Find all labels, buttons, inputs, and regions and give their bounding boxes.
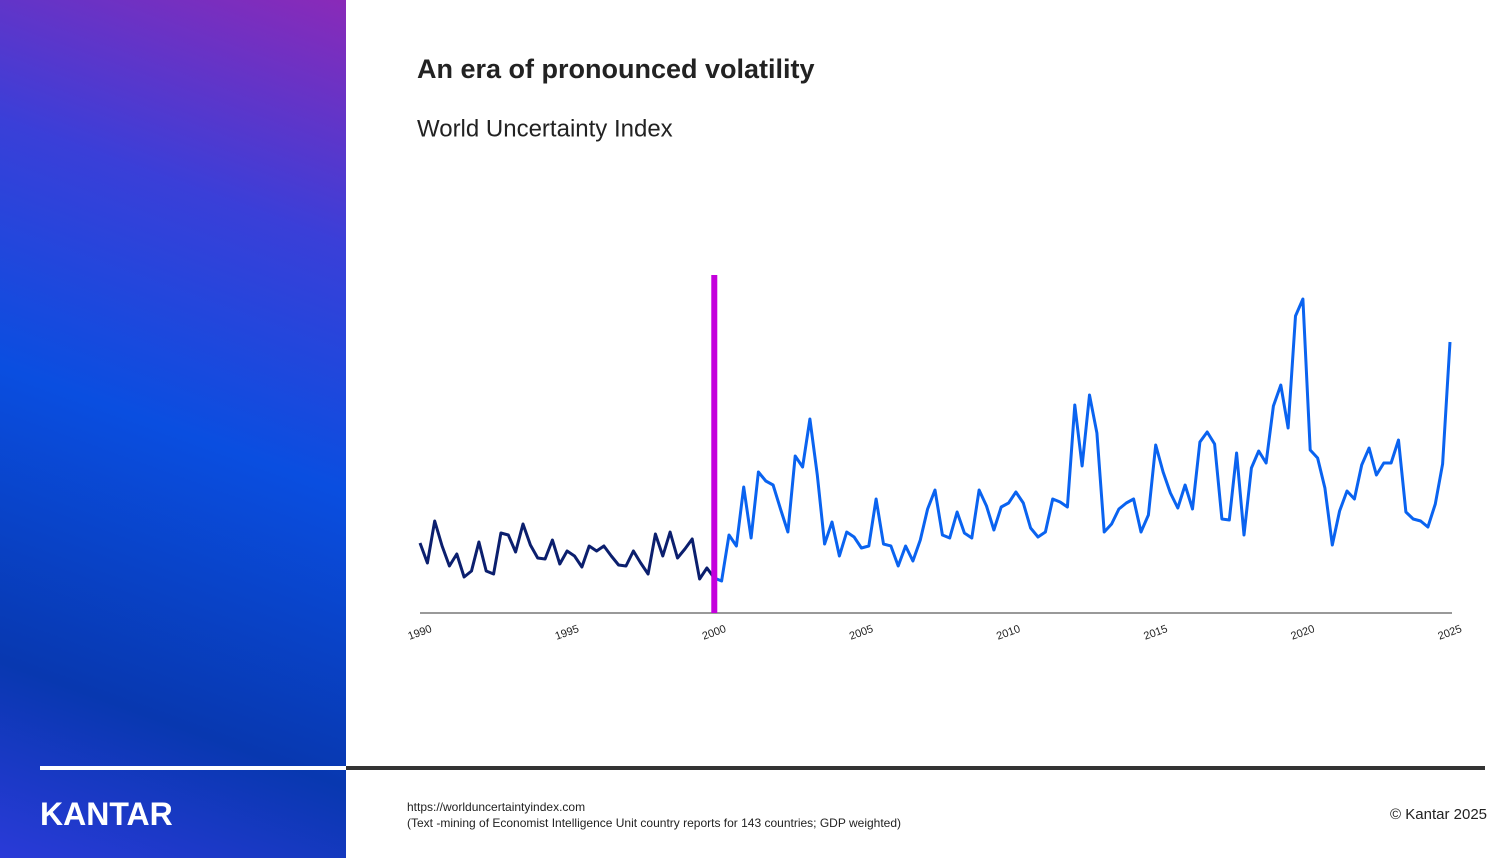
logo: KANTAR (40, 796, 173, 832)
x-tick-label: 1990 (406, 623, 433, 643)
chart-title: An era of pronounced volatility (417, 54, 815, 84)
x-tick-label: 2020 (1289, 623, 1316, 643)
series-line (713, 297, 1452, 583)
x-tick-label: 1995 (554, 623, 581, 643)
chart-subtitle: World Uncertainty Index (417, 115, 673, 142)
series-line (418, 519, 716, 581)
x-tick-label: 2005 (848, 623, 875, 643)
x-tick-label: 2025 (1436, 623, 1463, 643)
x-tick-label: 2010 (995, 623, 1022, 643)
note: (Text -mining of Economist Intelligence … (407, 816, 901, 830)
source: https://worlduncertaintyindex.com (407, 800, 585, 814)
copyright: © Kantar 2025 (1390, 806, 1487, 823)
x-tick-label: 2000 (701, 623, 728, 643)
side-panel (0, 0, 346, 858)
x-tick-label: 2015 (1142, 623, 1169, 643)
